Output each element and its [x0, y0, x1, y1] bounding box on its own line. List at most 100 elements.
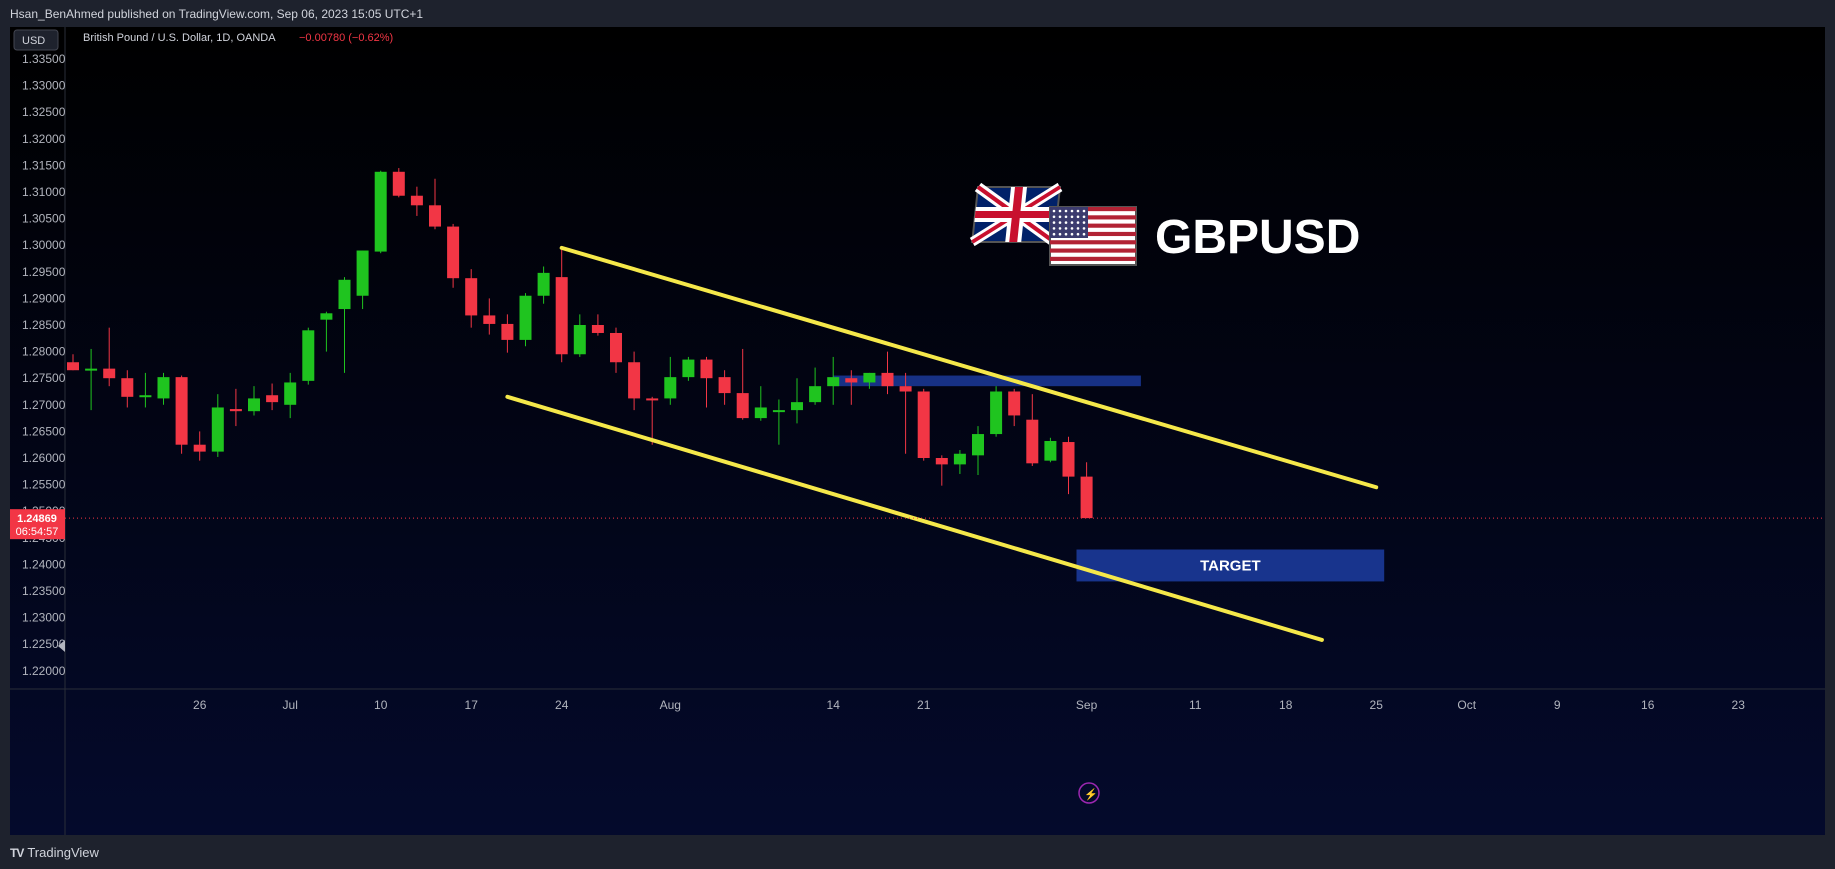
- publisher-note: Hsan_BenAhmed published on TradingView.c…: [10, 7, 424, 21]
- candle-body[interactable]: [338, 279, 351, 310]
- x-tick-label: 17: [465, 698, 479, 712]
- candle-body[interactable]: [990, 391, 1003, 435]
- candle-body[interactable]: [320, 313, 333, 320]
- chart-frame[interactable]: 1.33500 1.33000 1.32500 1.32000 1.31500 1.310…: [10, 27, 1825, 835]
- candle-body[interactable]: [157, 377, 170, 399]
- resistance-zone: [833, 375, 1141, 387]
- candle-body[interactable]: [483, 315, 496, 324]
- candle-body[interactable]: [175, 377, 188, 445]
- candle-body[interactable]: [972, 434, 984, 456]
- candlestick-chart[interactable]: 1.33500 1.33000 1.32500 1.32000 1.31500 1.310…: [10, 27, 1825, 835]
- y-tick-label: 1.27500: [22, 371, 66, 385]
- candle-body[interactable]: [519, 295, 532, 340]
- y-tick-label: 1.27000: [22, 398, 66, 412]
- candle-body[interactable]: [374, 171, 387, 252]
- channel-lower-line[interactable]: [505, 394, 1324, 642]
- channel-upper-line[interactable]: [559, 245, 1379, 490]
- y-tick-label: 1.25500: [22, 478, 66, 492]
- candle-body[interactable]: [211, 407, 224, 452]
- tradingview-logo-icon: TV: [10, 845, 24, 860]
- candle-body[interactable]: [881, 372, 894, 387]
- candle-body[interactable]: [700, 359, 713, 379]
- x-tick-label: Oct: [1457, 698, 1476, 712]
- candle-body[interactable]: [827, 377, 840, 387]
- candle-body[interactable]: [791, 402, 803, 411]
- candle-body[interactable]: [501, 323, 514, 340]
- x-tick-label: 24: [555, 698, 569, 712]
- y-tick-label: 1.30500: [22, 212, 66, 226]
- candle-body[interactable]: [139, 395, 152, 398]
- candle-body[interactable]: [845, 378, 858, 383]
- y-tick-label: 1.24000: [22, 557, 66, 571]
- candle-body[interactable]: [1080, 476, 1093, 519]
- candle-body[interactable]: [229, 409, 242, 412]
- candle-body[interactable]: [718, 377, 731, 394]
- candle-body[interactable]: [754, 407, 767, 419]
- candle-body[interactable]: [899, 386, 912, 392]
- x-tick-label: 25: [1370, 698, 1384, 712]
- lightning-glyph: ⚡: [1084, 788, 1098, 801]
- candle-body[interactable]: [555, 277, 568, 355]
- y-tick-label: 1.26500: [22, 424, 66, 438]
- candle-body[interactable]: [248, 398, 260, 412]
- y-tick-label: 1.23500: [22, 584, 66, 598]
- us-flag-icon: [1049, 206, 1137, 266]
- x-tick-label: 26: [193, 698, 207, 712]
- scroll-left-icon[interactable]: [58, 640, 65, 652]
- chart-title: GBPUSD: [1155, 211, 1360, 264]
- current-price-badge: [10, 509, 65, 540]
- y-tick-label: 1.30000: [22, 238, 66, 252]
- candle-body[interactable]: [863, 372, 876, 383]
- candle-body[interactable]: [1008, 391, 1021, 416]
- candle-body[interactable]: [610, 332, 622, 363]
- candle-body[interactable]: [1044, 440, 1057, 461]
- candle-body[interactable]: [646, 398, 659, 401]
- candle-body[interactable]: [682, 359, 695, 378]
- candle-body[interactable]: [591, 325, 604, 333]
- candle-body[interactable]: [772, 410, 785, 413]
- candle-body[interactable]: [429, 205, 441, 227]
- footer-brand-label: TradingView: [27, 845, 99, 860]
- current-price-value: 1.24869: [17, 513, 57, 525]
- x-tick-label: 9: [1554, 698, 1561, 712]
- candle-body[interactable]: [447, 226, 460, 279]
- candle-body[interactable]: [465, 278, 478, 316]
- x-tick-label: 10: [374, 698, 388, 712]
- candle-body[interactable]: [664, 377, 677, 399]
- candle-body[interactable]: [121, 378, 134, 397]
- x-tick-label: Sep: [1076, 698, 1098, 712]
- footer-brand[interactable]: TV TradingView: [10, 845, 99, 860]
- candle-body[interactable]: [67, 362, 79, 371]
- candle-body[interactable]: [85, 368, 98, 371]
- candle-body[interactable]: [537, 272, 550, 296]
- x-tick-label: 18: [1279, 698, 1293, 712]
- candle-body[interactable]: [736, 393, 749, 419]
- y-tick-label: 1.28000: [22, 345, 66, 359]
- candle-body[interactable]: [410, 195, 423, 206]
- candle-body[interactable]: [953, 453, 966, 465]
- currency-label: USD: [22, 35, 45, 47]
- uk-flag-icon: [969, 182, 1063, 247]
- candle-body[interactable]: [302, 330, 315, 381]
- x-tick-label: Aug: [660, 698, 681, 712]
- candle-body[interactable]: [917, 391, 930, 459]
- candle-body[interactable]: [284, 382, 297, 405]
- y-tick-label: 1.32500: [22, 105, 66, 119]
- candle-body[interactable]: [356, 250, 369, 296]
- lightning-icon[interactable]: [1078, 782, 1100, 804]
- candle-body[interactable]: [266, 395, 279, 403]
- y-tick-label: 1.26000: [22, 451, 66, 465]
- candle-body[interactable]: [103, 368, 116, 379]
- candle-body[interactable]: [392, 171, 405, 196]
- candle-body[interactable]: [628, 362, 641, 399]
- candle-body[interactable]: [1026, 419, 1039, 464]
- candle-body[interactable]: [809, 386, 822, 403]
- currency-selector[interactable]: [13, 29, 59, 51]
- x-tick-label: 21: [917, 698, 931, 712]
- candle-body[interactable]: [573, 325, 586, 355]
- candle-body[interactable]: [935, 458, 948, 465]
- price-change: −0.00780 (−0.62%): [299, 32, 393, 44]
- target-zone[interactable]: [1076, 549, 1385, 582]
- candle-body[interactable]: [193, 444, 206, 452]
- candle-body[interactable]: [1062, 442, 1075, 477]
